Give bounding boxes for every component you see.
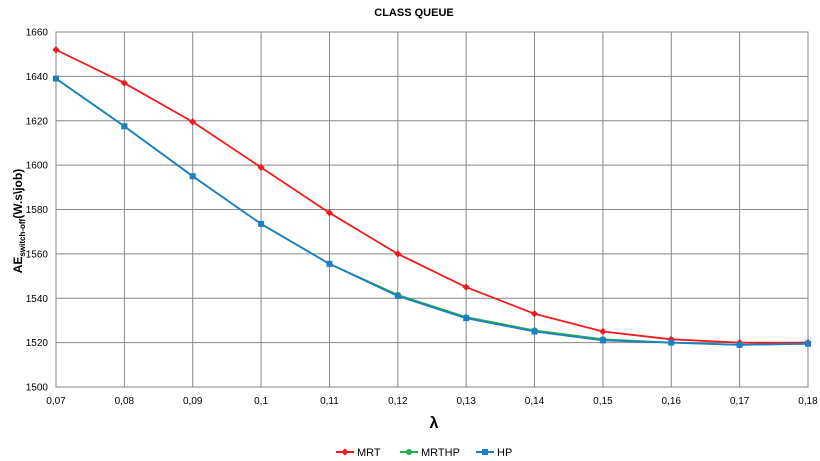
legend-marker-hp bbox=[482, 449, 488, 455]
x-axis-label: λ bbox=[430, 415, 439, 432]
data-point-mrt bbox=[52, 46, 60, 54]
x-tick-label: 0,07 bbox=[46, 396, 66, 407]
data-point-hp bbox=[53, 75, 59, 82]
data-point-hp bbox=[736, 341, 743, 348]
x-tick-label: 0,12 bbox=[388, 396, 408, 407]
y-tick-label: 1660 bbox=[26, 28, 49, 39]
x-tick-label: 0,13 bbox=[456, 396, 476, 407]
chart-title: CLASS QUEUE bbox=[374, 7, 453, 19]
data-point-mrt bbox=[325, 209, 334, 217]
plot-area: 1500 1520 1540 1560 1580 1600 1620 1640 1660 0,07… bbox=[26, 28, 818, 408]
data-point-hp bbox=[599, 337, 606, 344]
data-point-hp bbox=[805, 340, 811, 347]
x-tick-label: 0,16 bbox=[662, 396, 682, 407]
y-tick-label: 1620 bbox=[26, 116, 49, 127]
data-point-hp bbox=[531, 328, 538, 335]
y-tick-label: 1600 bbox=[26, 161, 49, 172]
data-point-hp bbox=[189, 173, 196, 180]
x-tick-label: 0,15 bbox=[593, 396, 613, 407]
y-tick-label: 1640 bbox=[26, 72, 49, 83]
legend-label-hp: HP bbox=[497, 447, 512, 459]
data-point-hp bbox=[394, 293, 401, 300]
y-tick-label: 1580 bbox=[26, 205, 49, 216]
series-line-mrt bbox=[55, 48, 808, 344]
series-line-hp bbox=[55, 77, 809, 346]
data-point-mrt bbox=[189, 118, 197, 126]
data-point-hp bbox=[121, 123, 128, 130]
x-tick-label: 0,18 bbox=[798, 396, 818, 407]
y-tick-label: 1560 bbox=[26, 249, 49, 260]
legend-marker-mrt bbox=[341, 448, 349, 456]
x-tick-label: 0,09 bbox=[183, 396, 203, 407]
y-tick-label: 1540 bbox=[26, 294, 49, 305]
y-tick-label: 1500 bbox=[26, 383, 49, 394]
data-point-mrt bbox=[530, 310, 539, 318]
x-tick-label: 0,11 bbox=[320, 396, 339, 407]
series-line-mrthp bbox=[55, 77, 809, 346]
data-point-hp bbox=[463, 315, 470, 322]
x-tick-label: 0,17 bbox=[730, 396, 750, 407]
legend-label-mrt: MRT bbox=[357, 447, 381, 459]
data-point-hp bbox=[668, 339, 675, 346]
y-tick-label: 1520 bbox=[26, 338, 49, 349]
data-point-mrt bbox=[257, 163, 265, 171]
x-tick-label: 0,1 bbox=[254, 396, 268, 407]
x-tick-label: 0,14 bbox=[525, 396, 545, 407]
y-axis-label: AEswitch-off(W.s\job) bbox=[11, 169, 27, 273]
x-tick-label: 0,08 bbox=[115, 396, 135, 407]
data-point-mrt bbox=[120, 79, 128, 87]
data-point-mrt bbox=[599, 327, 607, 336]
data-point-hp bbox=[258, 220, 265, 227]
data-point-mrt bbox=[394, 250, 402, 258]
data-point-hp bbox=[326, 260, 333, 267]
data-point-mrt bbox=[462, 283, 470, 291]
legend-marker-mrthp bbox=[406, 449, 412, 455]
legend: MRT MRTHP HP bbox=[336, 447, 512, 459]
legend-label-mrthp: MRTHP bbox=[421, 447, 460, 459]
